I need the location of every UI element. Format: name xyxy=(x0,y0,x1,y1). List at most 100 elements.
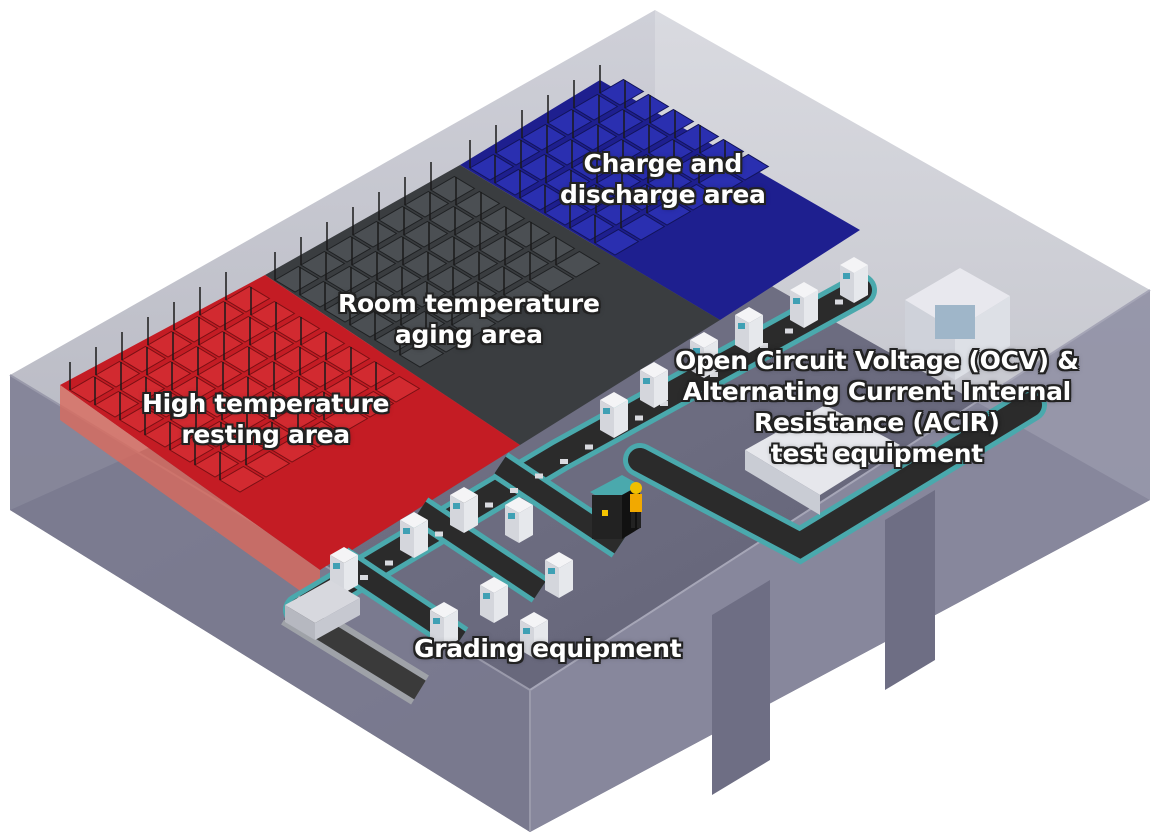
red-shelf xyxy=(273,375,319,403)
blue-shelf xyxy=(494,168,540,196)
dark-shelf xyxy=(378,205,424,233)
machine-screen-icon xyxy=(693,348,700,354)
red-shelf xyxy=(144,420,190,448)
dark-shelf xyxy=(350,280,396,308)
battery-tray xyxy=(385,560,393,566)
red-shelf xyxy=(250,300,296,328)
dark-shelf xyxy=(505,220,551,248)
red-shelf xyxy=(245,450,291,478)
red-shelf xyxy=(197,360,243,388)
dark-shelf xyxy=(427,265,473,293)
dark-shelf xyxy=(351,250,397,278)
battery-tray xyxy=(435,531,443,537)
red-shelf xyxy=(220,435,266,463)
test-machine-side xyxy=(414,520,428,558)
red-shelf xyxy=(146,360,192,388)
blue-shelf xyxy=(596,168,642,196)
machine-screen-icon xyxy=(738,323,745,329)
blue-shelf xyxy=(673,153,719,181)
dark-shelf xyxy=(400,310,446,338)
test-machine-side xyxy=(444,610,458,648)
machine-screen-icon xyxy=(793,298,800,304)
dark-shelf xyxy=(504,250,550,278)
battery-tray xyxy=(685,386,693,392)
battery-tray xyxy=(585,444,593,450)
blue-shelf xyxy=(570,183,616,211)
red-shelf xyxy=(223,345,269,373)
machine-screen-icon xyxy=(508,513,515,519)
dark-shelf xyxy=(403,220,449,248)
blue-shelf xyxy=(622,153,668,181)
dark-shelf xyxy=(480,205,526,233)
blue-shelf xyxy=(571,153,617,181)
red-shelf xyxy=(121,345,167,373)
dark-shelf xyxy=(430,175,476,203)
charge-discharge-racks xyxy=(460,65,860,320)
battery-tray xyxy=(835,299,843,305)
red-shelf xyxy=(196,390,242,418)
blue-shelf xyxy=(724,153,770,181)
red-shelf xyxy=(350,360,396,388)
blue-shelf xyxy=(569,213,615,241)
dark-shelf xyxy=(404,190,450,218)
test-machine-side xyxy=(854,265,868,303)
red-shelf xyxy=(225,285,271,313)
machine-screen-icon xyxy=(843,273,850,279)
red-shelf xyxy=(222,375,268,403)
blue-shelf xyxy=(546,138,592,166)
red-shelf xyxy=(194,450,240,478)
dark-shelf xyxy=(274,265,320,293)
dark-shelf xyxy=(478,265,524,293)
red-shelf xyxy=(246,420,292,448)
machine-screen-icon xyxy=(483,593,490,599)
battery-tray xyxy=(660,401,668,406)
test-machine-side xyxy=(534,620,548,658)
ocv-acir-label: Open Circuit Voltage (OCV) & Alternating… xyxy=(675,346,1079,468)
dark-shelf xyxy=(428,235,474,263)
red-shelf xyxy=(375,375,421,403)
machine-screen-icon xyxy=(333,563,340,569)
dark-shelf xyxy=(325,265,371,293)
dark-shelf xyxy=(376,265,422,293)
ocv-acir-equipment xyxy=(745,268,1010,515)
battery-tray xyxy=(760,343,768,348)
red-shelf xyxy=(299,360,345,388)
grading-equipment-label: Grading equipment xyxy=(414,634,682,663)
conveyor-system xyxy=(281,273,1047,705)
test-machine-side xyxy=(519,505,533,543)
red-shelf xyxy=(119,405,165,433)
test-machine-side xyxy=(804,290,818,328)
dark-shelf xyxy=(377,235,423,263)
blue-shelf xyxy=(519,183,565,211)
red-shelf xyxy=(224,315,270,343)
dark-shelf xyxy=(349,310,395,338)
battery-tray xyxy=(535,473,543,479)
grading-equipment xyxy=(285,580,360,640)
machine-screen-icon xyxy=(403,528,410,534)
blue-shelf xyxy=(573,93,619,121)
dark-shelf xyxy=(399,340,445,368)
red-shelf xyxy=(169,435,215,463)
red-shelf xyxy=(145,390,191,418)
blue-shelf xyxy=(649,108,695,136)
battery-tray xyxy=(785,328,793,334)
red-shelf xyxy=(94,390,140,418)
dark-shelf xyxy=(453,250,499,278)
front-left-wall xyxy=(10,375,530,832)
battery-tray xyxy=(635,415,643,421)
red-shelf xyxy=(325,345,371,373)
red-shelf xyxy=(95,360,141,388)
red-shelf xyxy=(349,390,395,418)
dark-shelf xyxy=(429,205,475,233)
blue-shelf xyxy=(521,123,567,151)
red-shelf xyxy=(324,375,370,403)
battery-tray xyxy=(510,488,518,493)
battery-tray xyxy=(485,502,493,508)
red-shelf xyxy=(171,375,217,403)
charge-discharge-label: Charge and discharge area xyxy=(560,149,766,209)
dark-shelf xyxy=(326,235,372,263)
red-shelf xyxy=(248,360,294,388)
red-shelf xyxy=(199,300,245,328)
blue-shelf xyxy=(624,93,670,121)
